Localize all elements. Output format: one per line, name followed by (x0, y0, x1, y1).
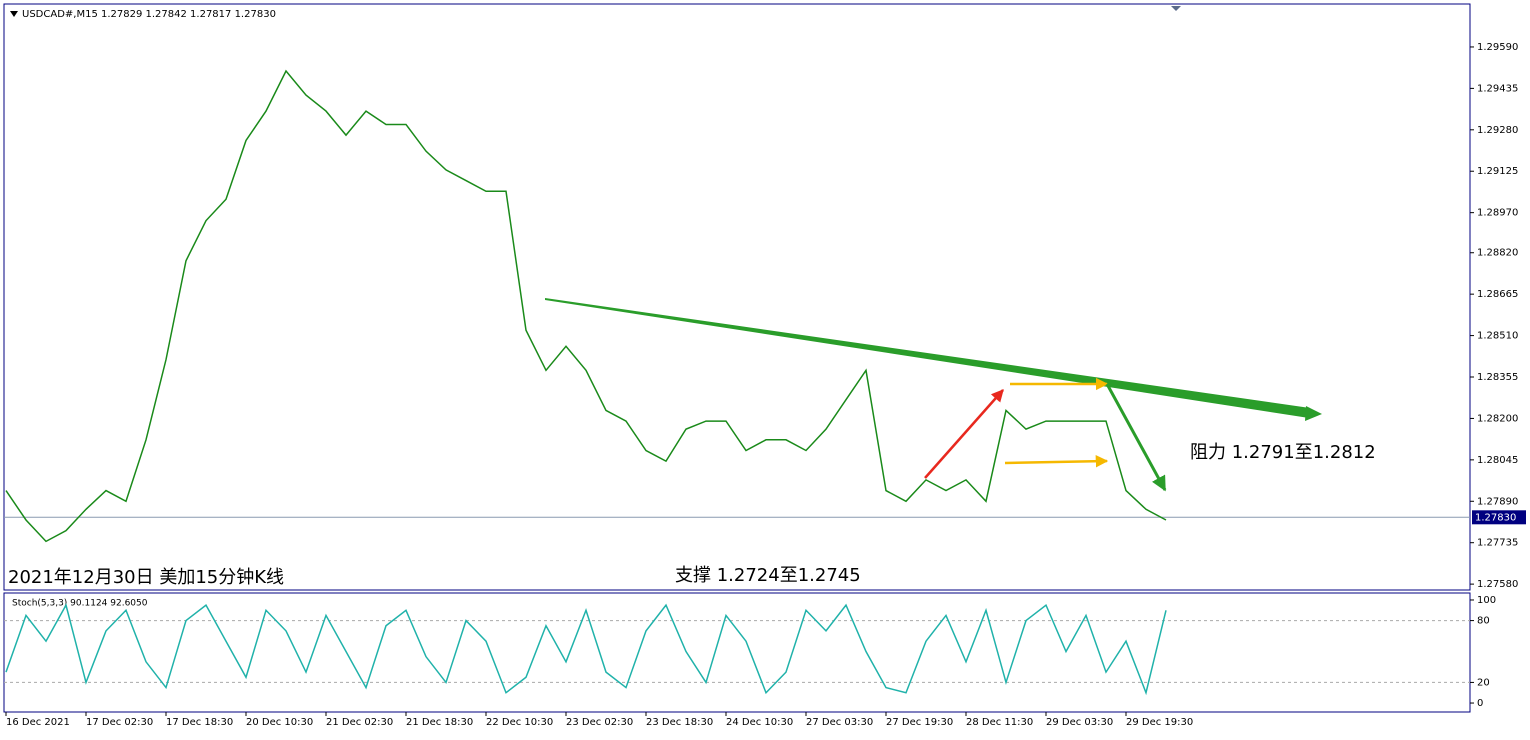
x-tick-label: 29 Dec 03:30 (1046, 717, 1113, 728)
y-tick-label: 1.27890 (1477, 496, 1518, 507)
arrow (924, 389, 1004, 479)
price-label: 1.27830 (1475, 512, 1516, 523)
price-line (5, 69, 1167, 543)
y-tick-label: 1.29125 (1477, 166, 1518, 177)
price-label-box (1472, 510, 1526, 525)
x-tick-label: 17 Dec 18:30 (166, 717, 233, 728)
trend-line (545, 298, 1310, 418)
x-tick-label: 27 Dec 19:30 (886, 717, 953, 728)
y-tick-label: 1.27735 (1477, 538, 1518, 549)
stoch-title: Stoch(5,3,3) 90.1124 92.6050 (12, 599, 148, 609)
chart-title: USDCAD#,M15 1.27829 1.27842 1.27817 1.27… (22, 9, 276, 20)
x-tick-label: 22 Dec 10:30 (486, 717, 553, 728)
x-tick-label: 27 Dec 03:30 (806, 717, 873, 728)
price-panel (3, 3, 1471, 591)
x-tick-label: 23 Dec 02:30 (566, 717, 633, 728)
y-tick-label: 1.29435 (1477, 83, 1518, 94)
x-tick-label: 28 Dec 11:30 (966, 717, 1033, 728)
shift-marker (1171, 6, 1181, 11)
x-tick-label: 16 Dec 2021 (6, 717, 70, 728)
annotation: 阻力 1.2791至1.2812 (1190, 442, 1376, 463)
price-line (5, 603, 1167, 696)
x-tick-label: 23 Dec 18:30 (646, 717, 713, 728)
y-tick-label: 20 (1477, 677, 1490, 688)
y-tick-label: 1.28200 (1477, 413, 1518, 424)
y-tick-label: 80 (1477, 616, 1490, 627)
annotation: 2021年12月30日 美加15分钟K线 (8, 567, 284, 588)
x-tick-label: 24 Dec 10:30 (726, 717, 793, 728)
y-tick-label: 1.28665 (1477, 289, 1518, 300)
arrow (1105, 383, 1167, 492)
x-tick-label: 21 Dec 18:30 (406, 717, 473, 728)
x-tick-label: 17 Dec 02:30 (86, 717, 153, 728)
menu-triangle (10, 11, 18, 17)
y-tick-label: 1.28510 (1477, 331, 1518, 342)
y-tick-label: 100 (1477, 595, 1496, 606)
trend-arrowhead (1305, 406, 1322, 421)
y-tick-label: 1.28970 (1477, 208, 1518, 219)
stoch-panel (3, 592, 1471, 713)
y-tick-label: 1.29280 (1477, 125, 1518, 136)
y-tick-label: 0 (1477, 698, 1483, 709)
y-tick-label: 1.29590 (1477, 42, 1518, 53)
x-tick-label: 29 Dec 19:30 (1126, 717, 1193, 728)
x-tick-label: 21 Dec 02:30 (326, 717, 393, 728)
annotation: 支撑 1.2724至1.2745 (675, 565, 861, 586)
x-tick-label: 20 Dec 10:30 (246, 717, 313, 728)
y-tick-label: 1.27580 (1477, 579, 1518, 590)
y-tick-label: 1.28045 (1477, 455, 1518, 466)
arrow (1004, 454, 1109, 468)
y-tick-label: 1.28820 (1477, 248, 1518, 259)
y-tick-label: 1.28355 (1477, 372, 1518, 383)
